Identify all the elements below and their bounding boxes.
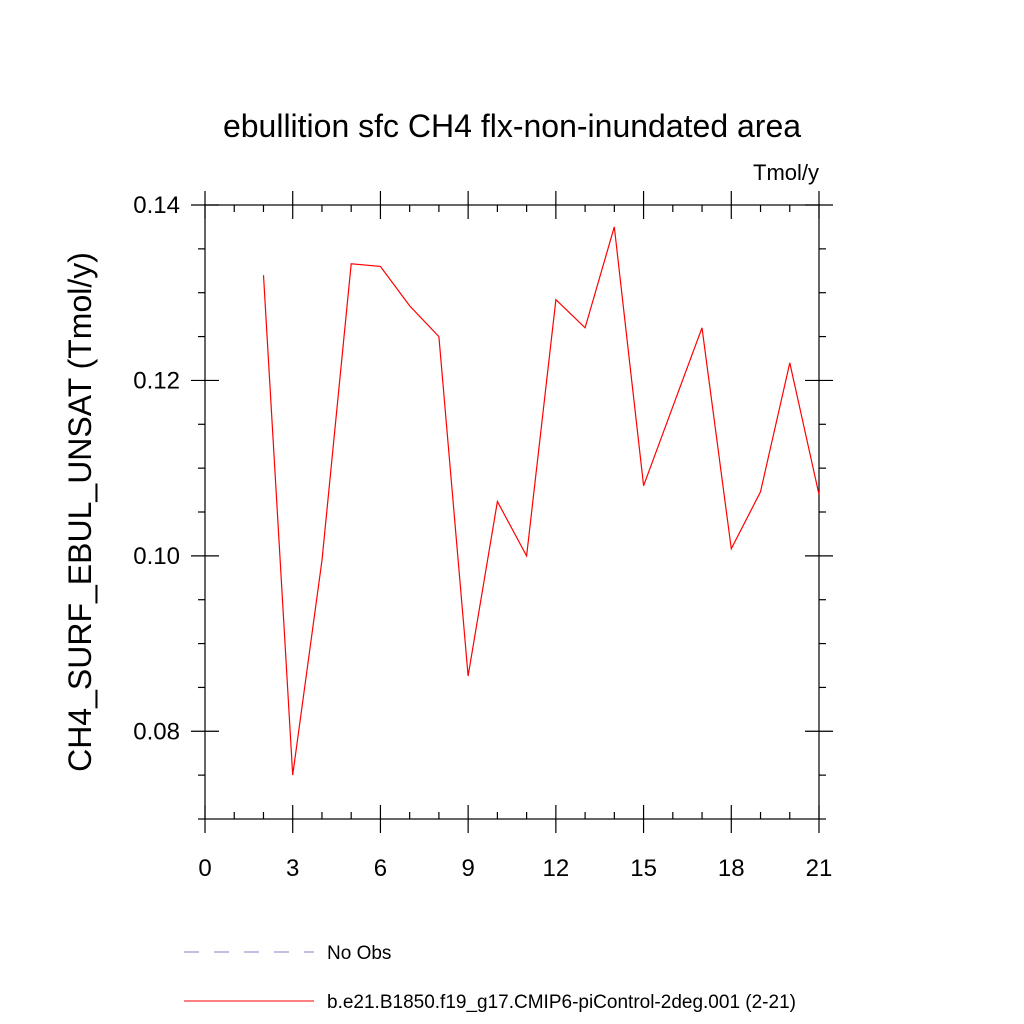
- chart-title: ebullition sfc CH4 flx-non-inundated are…: [223, 108, 801, 144]
- units-label: Tmol/y: [753, 160, 819, 185]
- x-tick-label: 12: [543, 855, 570, 882]
- y-tick-label: 0.14: [133, 192, 180, 219]
- x-tick-label: 6: [374, 855, 387, 882]
- series-layer: [262, 226, 820, 776]
- axis-ticks: [191, 191, 833, 833]
- x-tick-label: 18: [718, 855, 745, 882]
- x-tick-label: 0: [198, 855, 211, 882]
- y-axis-label: CH4_SURF_EBUL_UNSAT (Tmol/y): [62, 252, 98, 772]
- legend-label: b.e21.B1850.f19_g17.CMIP6-piControl-2deg…: [327, 992, 796, 1013]
- y-tick-label: 0.12: [133, 367, 180, 394]
- y-tick-label: 0.10: [133, 543, 180, 570]
- legend: No Obs b.e21.B1850.f19_g17.CMIP6-piContro…: [184, 943, 796, 1013]
- x-tick-label: 3: [286, 855, 299, 882]
- legend-label: No Obs: [327, 943, 391, 964]
- y-tick-label: 0.08: [133, 718, 180, 745]
- tick-labels: 0 3 6 9 12 15 18 21 0.08 0.10 0.12 0.14: [133, 192, 832, 882]
- series-line: [262, 226, 820, 776]
- x-tick-label: 9: [461, 855, 474, 882]
- x-tick-label: 15: [630, 855, 657, 882]
- x-tick-label: 21: [806, 855, 833, 882]
